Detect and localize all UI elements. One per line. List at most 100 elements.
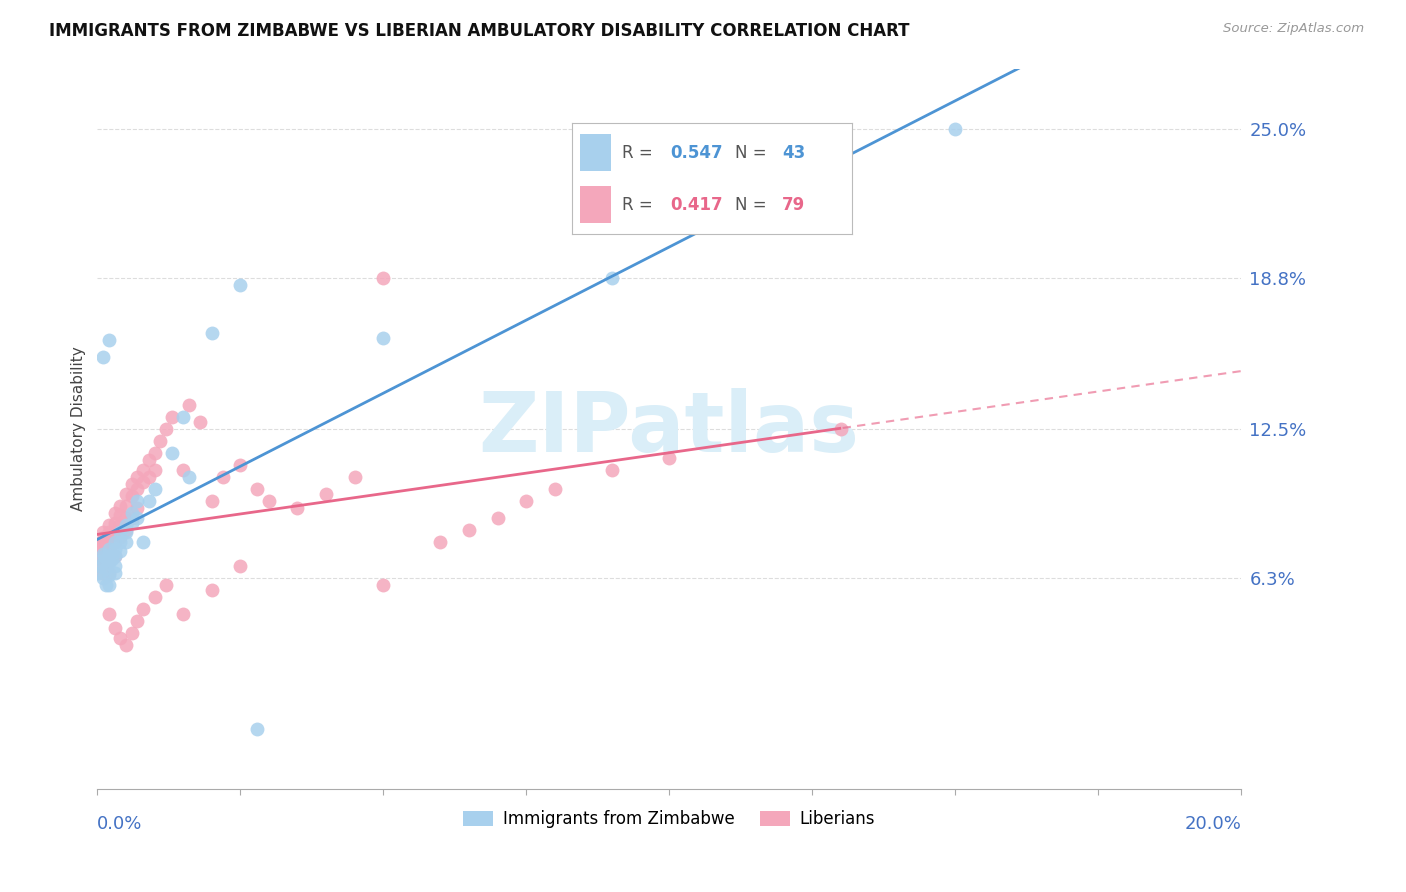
Point (138, 470, 160, 484)
Point (103, 566, 125, 580)
Point (89, 549, 111, 564)
Point (91, 571, 114, 585)
Point (429, 534, 451, 549)
Point (143, 482, 166, 496)
Point (97, 333, 120, 347)
Point (212, 470, 235, 484)
Y-axis label: Ambulatory Disability: Ambulatory Disability (72, 346, 86, 511)
Point (121, 477, 143, 491)
Point (172, 463, 194, 477)
Point (91, 554, 114, 568)
Point (97, 534, 120, 549)
Point (103, 534, 125, 549)
Point (315, 487, 337, 501)
Point (115, 523, 138, 537)
Point (177, 470, 200, 484)
Point (103, 549, 125, 564)
Point (110, 518, 132, 533)
Point (127, 482, 149, 496)
Point (110, 631, 132, 645)
Point (373, 578, 395, 592)
Point (97, 566, 120, 580)
Point (110, 530, 132, 544)
Point (97, 557, 120, 571)
Point (343, 470, 366, 484)
Point (115, 510, 138, 524)
Legend: Immigrants from Zimbabwe, Liberians: Immigrants from Zimbabwe, Liberians (457, 804, 882, 835)
Point (132, 463, 155, 477)
Point (172, 607, 194, 621)
Point (201, 494, 224, 508)
Point (97, 525, 120, 540)
Point (287, 501, 309, 516)
Point (115, 638, 138, 652)
Point (132, 602, 155, 616)
Point (110, 508, 132, 523)
Point (143, 446, 166, 460)
Point (94, 578, 117, 592)
Point (943, 121, 966, 136)
Point (91, 547, 114, 561)
Point (100, 551, 122, 566)
Point (246, 722, 269, 736)
Point (201, 326, 224, 340)
Point (201, 582, 224, 597)
Point (91, 541, 114, 556)
Point (229, 277, 252, 292)
Text: 20.0%: 20.0% (1184, 815, 1241, 833)
Point (600, 270, 623, 285)
Point (132, 475, 155, 489)
Point (138, 494, 160, 508)
Point (229, 458, 252, 472)
Point (110, 534, 132, 549)
Point (257, 494, 280, 508)
Point (121, 626, 143, 640)
Point (103, 525, 125, 540)
Point (121, 510, 143, 524)
Point (93, 549, 115, 564)
Point (103, 516, 125, 530)
Point (94, 561, 117, 575)
Point (97, 568, 120, 582)
Point (91, 566, 114, 580)
Point (229, 558, 252, 573)
Point (103, 558, 125, 573)
Point (89, 541, 111, 556)
Text: IMMIGRANTS FROM ZIMBABWE VS LIBERIAN AMBULATORY DISABILITY CORRELATION CHART: IMMIGRANTS FROM ZIMBABWE VS LIBERIAN AMB… (49, 22, 910, 40)
Point (658, 450, 681, 465)
Point (115, 499, 138, 513)
Point (97, 541, 120, 556)
Point (172, 409, 194, 424)
Point (544, 482, 567, 496)
Point (115, 525, 138, 540)
Point (103, 549, 125, 564)
Point (373, 270, 395, 285)
Point (91, 350, 114, 364)
Point (115, 487, 138, 501)
Point (138, 453, 160, 467)
Point (121, 489, 143, 503)
Point (93, 530, 115, 544)
Point (103, 541, 125, 556)
Point (830, 422, 852, 436)
Point (97, 607, 120, 621)
Point (143, 463, 166, 477)
Point (127, 470, 149, 484)
Point (155, 422, 177, 436)
Text: ZIPatlas: ZIPatlas (478, 388, 859, 469)
Point (90, 534, 112, 549)
Point (87, 558, 110, 573)
Point (91, 525, 114, 540)
Point (110, 499, 132, 513)
Point (94, 540, 117, 554)
Point (127, 510, 149, 524)
Point (97, 544, 120, 558)
Point (103, 534, 125, 549)
Point (91, 554, 114, 568)
Text: Source: ZipAtlas.com: Source: ZipAtlas.com (1223, 22, 1364, 36)
Point (373, 330, 395, 344)
Point (149, 434, 172, 448)
Point (132, 534, 155, 549)
Point (97, 549, 120, 564)
Point (103, 506, 125, 520)
